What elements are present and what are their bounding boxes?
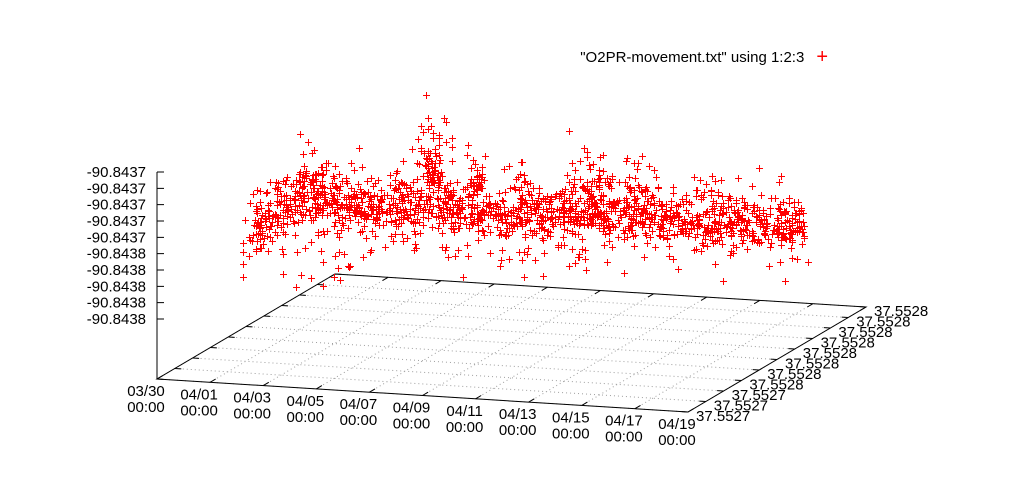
x-tick-sublabel: 00:00 [393,416,431,433]
x-tick-sublabel: 00:00 [446,419,484,436]
y-tick-label: 37.5528 [749,377,803,394]
x-tick-sublabel: 00:00 [233,406,271,423]
z-tick-label: -90.8438 [87,311,146,328]
legend-series-label: "O2PR-movement.txt" using 1:2:3 [580,48,805,66]
z-tick-label: -90.8437 [87,197,146,214]
tick-marks [156,171,867,413]
z-tick-label: -90.8437 [87,229,146,246]
y-tick-label: 37.5528 [767,366,821,383]
scatter-points [240,92,812,291]
x-tick-label: 04/01 [180,386,218,403]
x-tick-label: 04/05 [287,393,325,410]
x-tick-sublabel: 00:00 [499,422,537,439]
legend: "O2PR-movement.txt" using 1:2:3 + [0,46,828,68]
x-tick-sublabel: 00:00 [180,402,218,419]
y-tick-label: 37.5528 [821,335,875,352]
x-tick-sublabel: 00:00 [127,399,165,416]
y-tick-label: 37.5527 [732,387,786,404]
x-tick-label: 04/07 [340,396,378,413]
z-tick-label: -90.8437 [87,180,146,197]
x-tick-sublabel: 00:00 [605,429,643,446]
x-tick-label: 04/19 [658,416,696,433]
y-tick-label: 37.5528 [803,345,857,362]
x-tick-label: 04/03 [233,390,271,407]
x-tick-label: 04/15 [552,409,590,426]
y-tick-label: 37.5527 [696,408,750,425]
y-tick-label: 37.5528 [838,324,892,341]
z-tick-label: -90.8438 [87,262,146,279]
y-tick-label: 37.5527 [714,398,768,415]
plus-marker-icon: + [816,46,828,68]
x-tick-label: 04/09 [393,400,431,417]
x-tick-sublabel: 00:00 [658,432,696,449]
x-tick-label: 03/30 [127,383,165,400]
z-tick-label: -90.8437 [87,164,146,181]
z-tick-label: -90.8438 [87,246,146,263]
y-tick-label: 37.5528 [785,356,839,373]
x-tick-label: 04/17 [605,413,643,430]
z-tick-label: -90.8437 [87,213,146,230]
x-tick-label: 04/13 [499,406,537,423]
y-tick-label: 37.5528 [874,303,928,320]
x-tick-sublabel: 00:00 [340,412,378,429]
z-tick-label: -90.8438 [87,278,146,295]
x-tick-sublabel: 00:00 [552,425,590,442]
z-tick-label: -90.8438 [87,295,146,312]
y-tick-label: 37.5528 [856,314,910,331]
x-tick-label: 04/11 [446,403,482,420]
x-tick-sublabel: 00:00 [287,409,325,426]
